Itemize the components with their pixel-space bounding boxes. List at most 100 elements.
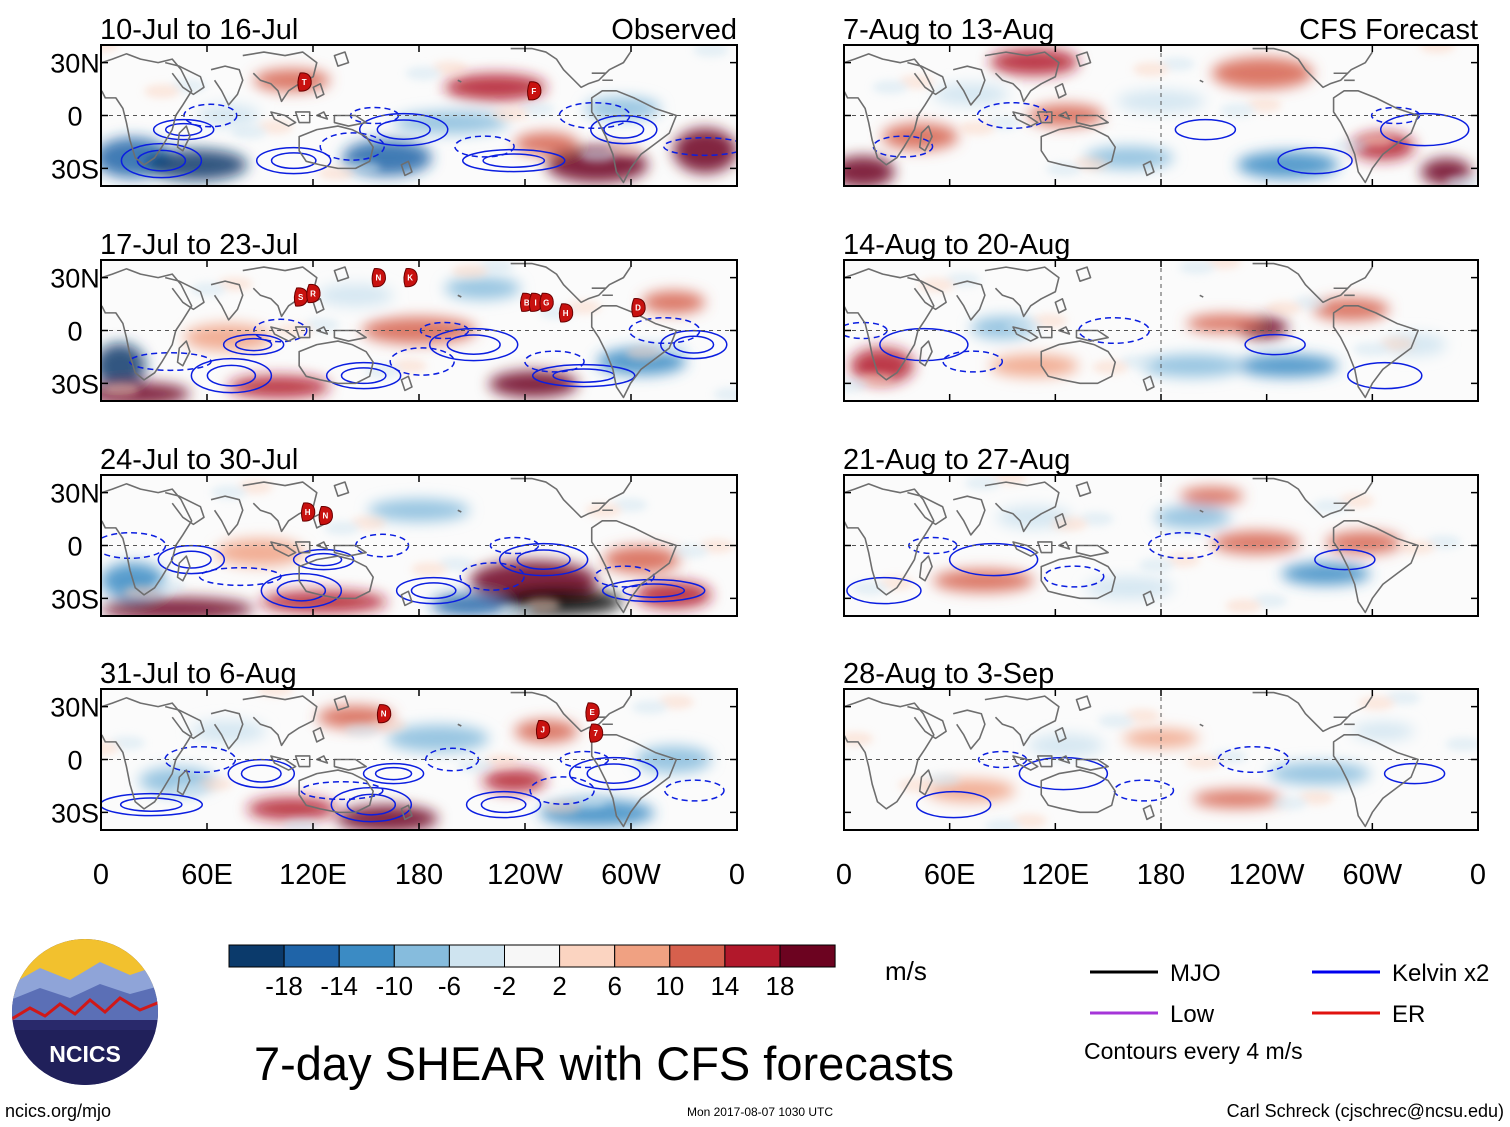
longitude-tick-label: 0 xyxy=(836,859,852,891)
storm-label: F xyxy=(531,87,536,96)
colorbar-bin xyxy=(669,944,726,968)
colorbar-tick-label: -14 xyxy=(320,971,358,1001)
footer-credit: Carl Schreck (cjschrec@ncsu.edu) xyxy=(1227,1101,1504,1121)
map-panels: T F 10-Jul to 16-Jul Observed 30N 0 30S S R N K B I G… xyxy=(50,14,1479,831)
colorbar-tick-label: -18 xyxy=(265,971,303,1001)
storm-label: N xyxy=(375,274,381,283)
tropical-cyclone-marker: J xyxy=(535,719,551,740)
shear-shading xyxy=(101,475,737,616)
colorbar-tick-label: 18 xyxy=(766,971,795,1001)
storm-label: T xyxy=(302,78,307,87)
colorbar-bin xyxy=(504,944,561,968)
tropical-cyclone-marker: E xyxy=(585,702,600,722)
forecast-panel-1: 7-Aug to 13-Aug CFS Forecast xyxy=(843,14,1479,187)
kelvin-contours xyxy=(120,101,737,179)
storm-label: K xyxy=(407,274,413,283)
longitude-tick-label: 180 xyxy=(395,859,443,891)
panel-date-range: 24-Jul to 30-Jul xyxy=(100,444,298,476)
panel-date-range: 14-Aug to 20-Aug xyxy=(843,229,1070,261)
storm-label: B xyxy=(524,298,530,307)
shear-shading xyxy=(844,689,1478,830)
legend-label-low: Low xyxy=(1170,1001,1215,1028)
storm-label: H xyxy=(305,508,311,517)
forecast-panel-4: 28-Aug to 3-Sep xyxy=(843,658,1479,831)
panel-date-range: 21-Aug to 27-Aug xyxy=(843,444,1070,476)
legend-label-er: ER xyxy=(1392,1001,1425,1028)
storm-label: G xyxy=(543,298,549,307)
latitude-tick-label: 30S xyxy=(51,369,99,399)
latitude-tick-label: 0 xyxy=(67,532,82,562)
tropical-cyclone-marker: G xyxy=(539,292,554,312)
storm-label: J xyxy=(540,726,544,735)
forecast-panel-3: 21-Aug to 27-Aug xyxy=(843,444,1479,617)
tropical-cyclone-marker: H xyxy=(300,502,316,522)
latitude-tick-label: 30S xyxy=(51,798,99,828)
colorbar-bin xyxy=(393,944,450,968)
forecast-panel-2: 14-Aug to 20-Aug xyxy=(843,229,1479,402)
storm-label: N xyxy=(381,710,387,719)
longitude-axis-left: 0 60E 120E 180 120W 60W 0 xyxy=(93,859,745,891)
storm-label: R xyxy=(310,289,316,298)
colorbar-tick-label: -6 xyxy=(438,971,461,1001)
tropical-cyclone-marker: F xyxy=(527,81,542,101)
colorbar-bin xyxy=(283,944,340,968)
storm-label: D xyxy=(635,304,641,313)
footer-url: ncics.org/mjo xyxy=(5,1101,111,1121)
latitude-tick-label: 0 xyxy=(67,317,82,347)
latitude-tick-label: 30N xyxy=(50,693,100,723)
longitude-tick-label: 120E xyxy=(1021,859,1089,891)
longitude-tick-label: 180 xyxy=(1137,859,1185,891)
contour-legend: MJO Kelvin x2 Low ER Contours every 4 m/… xyxy=(1084,960,1489,1064)
colorbar-bin xyxy=(338,944,395,968)
shear-shading xyxy=(844,45,1478,186)
tropical-cyclone-marker: D xyxy=(631,298,646,318)
tropical-cyclone-marker: 7 xyxy=(588,723,604,743)
tropical-cyclone-marker: N xyxy=(318,505,333,526)
tropical-cyclone-marker: H xyxy=(558,303,574,323)
latitude-tick-label: 30N xyxy=(50,479,100,509)
logo-text: NCICS xyxy=(49,1041,121,1067)
longitude-tick-label: 0 xyxy=(729,859,745,891)
storm-label: I xyxy=(534,298,536,307)
tropical-cyclone-marker: I xyxy=(528,292,544,312)
tropical-cyclone-marker: N xyxy=(371,268,386,288)
storm-label: E xyxy=(589,708,595,717)
colorbar-tick-label: 2 xyxy=(552,971,566,1001)
tropical-cyclone-marker: S xyxy=(293,287,309,307)
colorbar-bin xyxy=(228,944,285,968)
tropical-cyclone-marker: R xyxy=(306,283,321,304)
panel-source-tag: CFS Forecast xyxy=(1299,14,1478,46)
colorbar-units: m/s xyxy=(885,956,927,986)
latitude-tick-label: 0 xyxy=(67,102,82,132)
longitude-tick-label: 60W xyxy=(1343,859,1403,891)
contour-interval-note: Contours every 4 m/s xyxy=(1084,1038,1303,1064)
panel-date-range: 10-Jul to 16-Jul xyxy=(100,14,298,46)
tropical-cyclone-marker: N xyxy=(376,704,392,724)
latitude-tick-label: 0 xyxy=(67,746,82,776)
tropical-cyclone-marker: T xyxy=(297,72,312,92)
longitude-tick-label: 0 xyxy=(93,859,109,891)
legend-label-mjo: MJO xyxy=(1170,960,1221,987)
longitude-tick-label: 120W xyxy=(1229,859,1305,891)
kelvin-contours xyxy=(101,745,725,823)
panel-date-range: 28-Aug to 3-Sep xyxy=(843,658,1054,690)
panel-date-range: 7-Aug to 13-Aug xyxy=(843,14,1054,46)
shear-shading xyxy=(101,260,737,401)
longitude-tick-label: 60E xyxy=(181,859,233,891)
colorbar-tick-label: -2 xyxy=(493,971,516,1001)
panel-date-range: 31-Jul to 6-Aug xyxy=(100,658,297,690)
longitude-tick-label: 60E xyxy=(924,859,976,891)
footer-timestamp: Mon 2017-08-07 1030 UTC xyxy=(687,1105,833,1119)
longitude-tick-label: 0 xyxy=(1470,859,1486,891)
panel-date-range: 17-Jul to 23-Jul xyxy=(100,229,298,261)
colorbar-tick-label: 14 xyxy=(710,971,739,1001)
shear-shading xyxy=(844,260,1478,401)
colorbar-tick-label: 6 xyxy=(607,971,621,1001)
longitude-tick-label: 60W xyxy=(601,859,661,891)
latitude-tick-label: 30S xyxy=(51,154,99,184)
shear-shading xyxy=(101,689,737,830)
longitude-tick-label: 120W xyxy=(487,859,563,891)
